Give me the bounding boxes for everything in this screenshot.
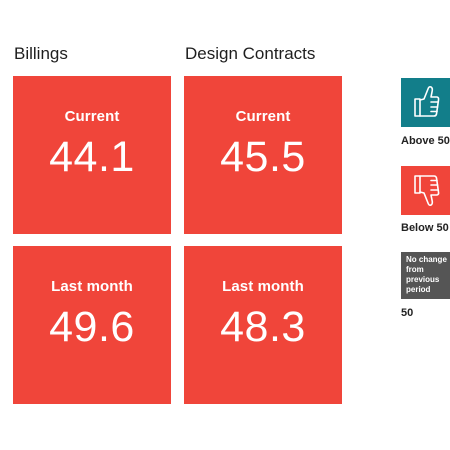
no-change-text-line: from [406, 265, 424, 274]
legend-above-label: Above 50 [401, 135, 450, 147]
design-contracts-last-month-tile: Last month 48.3 [184, 246, 342, 404]
thumbs-down-icon [414, 175, 440, 207]
legend-below-label: Below 50 [401, 222, 449, 234]
legend-above-swatch [401, 78, 450, 127]
billings-title: Billings [14, 44, 68, 63]
no-change-text-line: previous [406, 275, 440, 284]
tile-label: Last month [222, 278, 304, 295]
thumbs-up-icon [414, 85, 440, 117]
no-change-text-line: period [406, 285, 431, 294]
tile-label: Current [235, 108, 291, 125]
tile-value: 48.3 [220, 303, 306, 351]
tile-value: 44.1 [49, 133, 135, 181]
tile-value: 45.5 [220, 133, 306, 181]
tile-value: 49.6 [49, 303, 135, 351]
billings-last-month-tile: Last month 49.6 [13, 246, 171, 404]
legend-no-change-swatch: No change from previous period [401, 252, 450, 299]
no-change-text-line: No change [406, 255, 447, 264]
legend-no-change-label: 50 [401, 307, 414, 319]
legend-below-swatch [401, 166, 450, 215]
design-contracts-current-tile: Current 45.5 [184, 76, 342, 234]
tile-label: Last month [51, 278, 133, 295]
tile-label: Current [64, 108, 120, 125]
design-contracts-title: Design Contracts [185, 44, 316, 63]
billings-current-tile: Current 44.1 [13, 76, 171, 234]
